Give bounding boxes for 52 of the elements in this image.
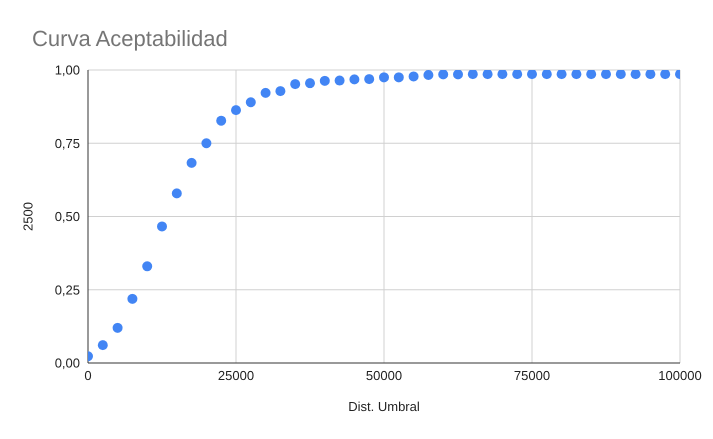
point: [616, 70, 626, 80]
point: [246, 97, 256, 108]
point: [275, 86, 286, 96]
x-tick-label: 100000: [658, 368, 702, 384]
point: [334, 76, 345, 86]
point: [142, 261, 152, 272]
point: [438, 70, 448, 80]
point: [630, 70, 641, 80]
point: [527, 70, 537, 80]
point: [482, 70, 493, 80]
point: [172, 188, 182, 198]
x-axis-title: Dist. Umbral: [348, 399, 420, 414]
point: [645, 70, 656, 80]
point: [571, 70, 582, 80]
point: [512, 70, 522, 80]
point: [408, 71, 419, 82]
y-tick-label: 0,50: [54, 209, 80, 224]
point: [423, 70, 434, 80]
x-tick-label: 0: [84, 368, 92, 384]
y-tick-label: 0,25: [54, 282, 80, 298]
point: [186, 158, 197, 168]
point: [660, 70, 670, 80]
point: [364, 74, 374, 84]
point: [112, 322, 123, 333]
y-tick-label: 0,00: [54, 356, 80, 371]
x-tick-label: 75000: [514, 368, 550, 384]
point: [98, 340, 108, 350]
point: [586, 70, 596, 80]
point: [394, 72, 404, 82]
y-tick-label: 0,75: [54, 136, 80, 151]
x-tick-label: 25000: [218, 368, 254, 384]
point: [379, 72, 389, 82]
y-axis-title: 2500: [20, 202, 36, 231]
point: [349, 74, 360, 84]
chart-title: Curva Aceptabilidad: [32, 26, 228, 52]
point: [157, 221, 167, 232]
point: [601, 70, 611, 80]
point: [216, 116, 226, 126]
point: [453, 70, 463, 80]
y-tick-label: 1,00: [54, 62, 80, 78]
point: [542, 70, 552, 80]
point: [468, 70, 478, 80]
point: [231, 105, 241, 116]
point: [497, 70, 508, 80]
point: [127, 294, 138, 304]
point: [320, 76, 330, 86]
x-tick-label: 50000: [366, 368, 402, 384]
point: [260, 88, 271, 98]
point: [305, 78, 315, 88]
point: [290, 79, 300, 90]
point: [201, 138, 212, 148]
point: [556, 70, 567, 80]
